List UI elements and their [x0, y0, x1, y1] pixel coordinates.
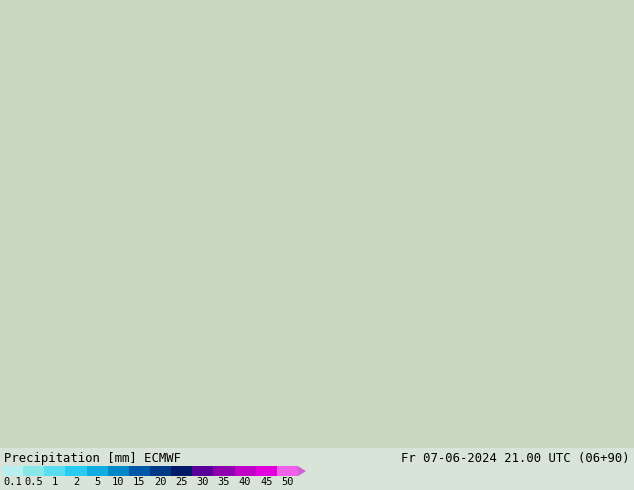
Text: 20: 20 [154, 477, 167, 487]
Bar [214, 466, 235, 476]
Bar [277, 466, 298, 476]
Polygon shape [298, 466, 306, 476]
Bar [129, 466, 150, 476]
Bar [23, 466, 44, 476]
Text: 35: 35 [217, 477, 230, 487]
Bar [108, 466, 129, 476]
Bar [65, 466, 87, 476]
Text: 2: 2 [73, 477, 79, 487]
Text: Fr 07-06-2024 21.00 UTC (06+90): Fr 07-06-2024 21.00 UTC (06+90) [401, 452, 630, 466]
Bar [256, 466, 277, 476]
Text: 45: 45 [260, 477, 273, 487]
Bar [150, 466, 171, 476]
Text: 10: 10 [112, 477, 124, 487]
Text: 40: 40 [239, 477, 252, 487]
Text: 0.1: 0.1 [3, 477, 22, 487]
Text: 50: 50 [281, 477, 294, 487]
Bar [44, 466, 65, 476]
Bar [192, 466, 214, 476]
Bar [87, 466, 108, 476]
Text: 15: 15 [133, 477, 146, 487]
Text: 30: 30 [197, 477, 209, 487]
Bar [171, 466, 192, 476]
Text: 0.5: 0.5 [24, 477, 43, 487]
Text: 5: 5 [94, 477, 100, 487]
Text: 1: 1 [52, 477, 58, 487]
Text: 25: 25 [176, 477, 188, 487]
Text: Precipitation [mm] ECMWF: Precipitation [mm] ECMWF [4, 452, 181, 466]
Bar [2, 466, 23, 476]
Bar [235, 466, 256, 476]
